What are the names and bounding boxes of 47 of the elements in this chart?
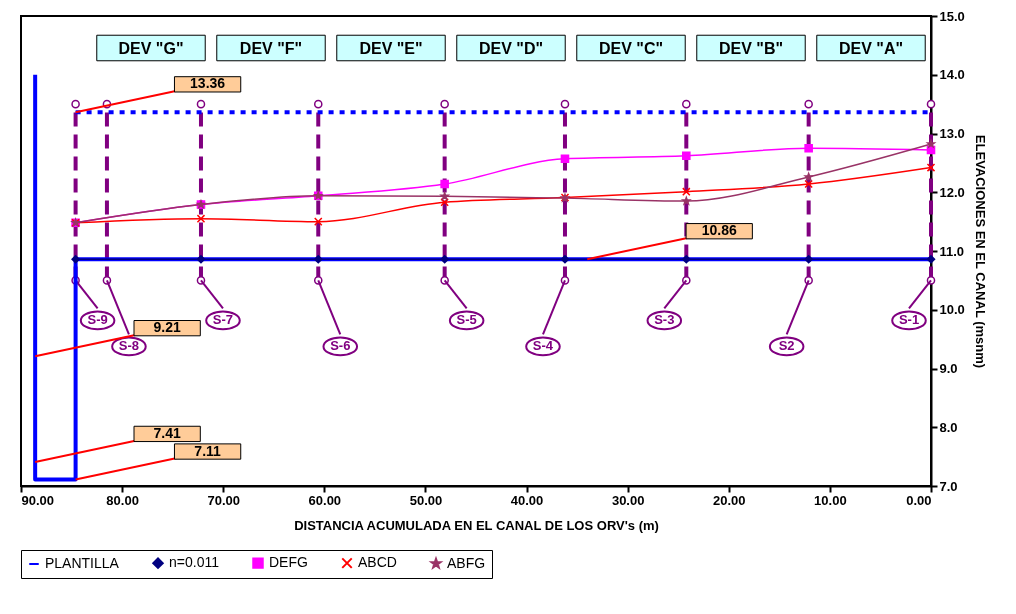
legend-label: PLANTILLA: [45, 555, 120, 571]
text: S-7: [212, 312, 234, 328]
annotation: 9.21: [153, 319, 181, 336]
annotation: DEV "A": [838, 40, 904, 57]
text: S-1: [898, 312, 920, 328]
y-tick-label: 7.0: [939, 478, 958, 494]
legend-label: ABCD: [358, 554, 397, 571]
y-tick-label: 13.0: [939, 126, 965, 141]
y-tick-label: 10.0: [939, 302, 965, 318]
x-tick-label: 40.00: [510, 492, 544, 508]
annotation: 7.41: [153, 424, 181, 441]
text: S-4: [532, 338, 554, 354]
legend-label: n=0.011: [169, 554, 220, 571]
y-axis-title: ELEVACIONES EN EL CANAL (msnm): [972, 134, 988, 369]
x-tick-label: 0.00: [906, 492, 932, 508]
x-tick-label: 30.00: [611, 492, 645, 508]
text: S-9: [87, 312, 108, 328]
x-tick-label: 60.00: [308, 492, 342, 508]
y-tick-label: 14.0: [939, 67, 965, 83]
annotation: DEV "E": [359, 40, 423, 57]
annotation: 10.86: [701, 222, 737, 239]
x-tick-label: 90.00: [21, 492, 55, 508]
y-tick-label: 11.0: [939, 243, 965, 259]
annotation: DEV "D": [478, 40, 544, 57]
text: S-6: [330, 338, 351, 354]
x-tick-label: 20.00: [713, 492, 746, 508]
annotation: DEV "B": [718, 40, 784, 57]
annotation: DEV "G": [118, 40, 184, 57]
y-tick-label: 9.0: [939, 361, 958, 376]
annotation: DEV "C": [598, 40, 664, 57]
text: S-5: [456, 312, 477, 328]
x-tick-label: 50.00: [409, 492, 443, 508]
x-tick-label: 10.00: [814, 492, 847, 508]
legend-label: ABFG: [447, 554, 486, 571]
text: S2: [778, 338, 795, 354]
annotation: 7.11: [194, 442, 222, 459]
y-tick-label: 15.0: [939, 8, 965, 24]
text: S-3: [654, 312, 675, 328]
text: S-8: [118, 338, 140, 354]
x-tick-label: 80.00: [106, 492, 139, 508]
annotation: 13.36: [190, 75, 226, 92]
annotation: DEV "F": [239, 40, 303, 57]
x-tick-label: 70.00: [207, 492, 240, 508]
legend-label: DEFG: [269, 554, 308, 571]
y-tick-label: 12.0: [939, 184, 965, 200]
x-axis-title: DISTANCIA ACUMULADA EN EL CANAL DE LOS ORV's (m): [294, 517, 659, 533]
y-tick-label: 8.0: [939, 419, 958, 435]
